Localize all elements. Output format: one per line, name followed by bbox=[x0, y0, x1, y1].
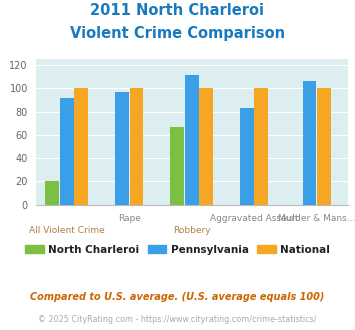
Bar bbox=[185, 75, 198, 205]
Bar bbox=[199, 88, 213, 205]
Text: Aggravated Assault: Aggravated Assault bbox=[210, 214, 299, 223]
Text: Compared to U.S. average. (U.S. average equals 100): Compared to U.S. average. (U.S. average … bbox=[30, 292, 325, 302]
Bar bbox=[115, 92, 129, 205]
Legend: North Charleroi, Pennsylvania, National: North Charleroi, Pennsylvania, National bbox=[21, 241, 334, 259]
Bar bbox=[240, 108, 254, 205]
Text: © 2025 CityRating.com - https://www.cityrating.com/crime-statistics/: © 2025 CityRating.com - https://www.city… bbox=[38, 315, 317, 324]
Bar bbox=[45, 182, 59, 205]
Text: Robbery: Robbery bbox=[173, 225, 211, 235]
Text: Violent Crime Comparison: Violent Crime Comparison bbox=[70, 26, 285, 41]
Bar bbox=[74, 88, 88, 205]
Text: Murder & Mans...: Murder & Mans... bbox=[278, 214, 355, 223]
Bar bbox=[60, 98, 73, 205]
Bar bbox=[317, 88, 331, 205]
Bar bbox=[170, 127, 184, 205]
Bar bbox=[130, 88, 143, 205]
Bar bbox=[302, 82, 316, 205]
Text: Rape: Rape bbox=[118, 214, 141, 223]
Text: All Violent Crime: All Violent Crime bbox=[29, 225, 105, 235]
Text: 2011 North Charleroi: 2011 North Charleroi bbox=[91, 3, 264, 18]
Bar bbox=[255, 88, 268, 205]
